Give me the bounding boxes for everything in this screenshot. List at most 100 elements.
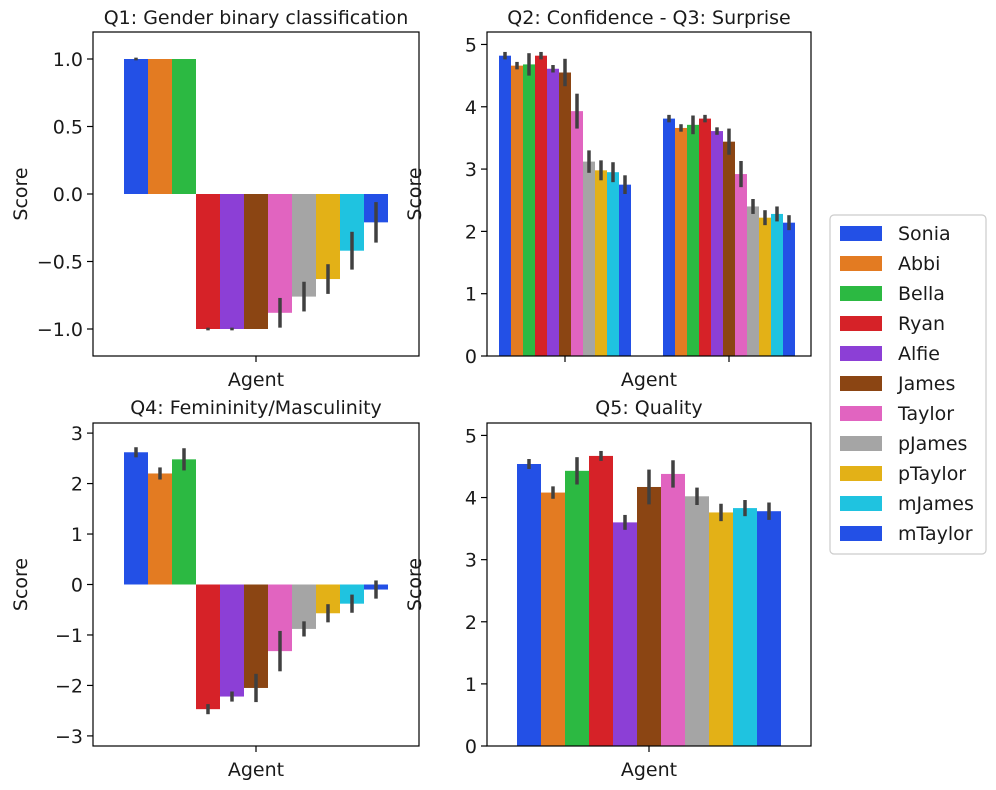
legend-swatch-james bbox=[840, 376, 882, 391]
legend-label-bella: Bella bbox=[898, 283, 945, 305]
bar-p4-g1-mjames bbox=[733, 508, 757, 746]
ytick-label-1-1: −0.5 bbox=[37, 252, 83, 274]
bar-p2-g1-alfie bbox=[547, 68, 559, 356]
ytick-label-2-1: 1 bbox=[465, 284, 477, 306]
ytick-label-3-5: 2 bbox=[71, 474, 83, 496]
panel-title-3: Q4: Femininity/Masculinity bbox=[130, 397, 382, 419]
bar-p4-g1-mtaylor bbox=[757, 511, 781, 746]
bar-p3-g1-ryan bbox=[196, 584, 220, 710]
bar-p4-g1-alfie bbox=[613, 522, 637, 746]
bar-p2-g2-james bbox=[723, 141, 735, 356]
yaxis-label-1: Score bbox=[10, 167, 32, 220]
ytick-label-2-5: 5 bbox=[465, 34, 477, 56]
ytick-label-3-0: −3 bbox=[55, 726, 83, 748]
ytick-label-3-1: −2 bbox=[55, 675, 83, 697]
bar-p4-g1-ptaylor bbox=[709, 512, 733, 746]
bar-p4-g1-bella bbox=[565, 470, 589, 746]
legend-swatch-ptaylor bbox=[840, 466, 882, 481]
ytick-label-1-3: 0.5 bbox=[53, 117, 83, 139]
xaxis-label-2: Agent bbox=[621, 369, 677, 391]
bar-p3-g1-bella bbox=[172, 459, 196, 585]
legend-label-mtaylor: mTaylor bbox=[898, 523, 973, 545]
legend-swatch-mtaylor bbox=[840, 526, 882, 541]
bar-p1-g1-taylor bbox=[268, 194, 292, 313]
ytick-label-4-2: 2 bbox=[465, 612, 477, 634]
bar-p2-g2-bella bbox=[687, 124, 699, 356]
bar-p2-g1-bella bbox=[523, 64, 535, 357]
bar-p2-g1-mtaylor bbox=[619, 184, 631, 356]
ytick-label-4-5: 5 bbox=[465, 425, 477, 447]
bar-p2-g1-ptaylor bbox=[595, 170, 607, 356]
bar-p2-g1-taylor bbox=[571, 111, 583, 356]
legend-label-alfie: Alfie bbox=[898, 343, 940, 365]
legend-swatch-taylor bbox=[840, 406, 882, 421]
bar-p3-g1-mjames bbox=[340, 584, 364, 604]
bar-p2-g2-taylor bbox=[735, 174, 747, 356]
bar-p2-g2-abbi bbox=[675, 127, 687, 356]
legend-swatch-mjames bbox=[840, 496, 882, 511]
yaxis-label-4: Score bbox=[404, 558, 426, 611]
ytick-label-2-3: 3 bbox=[465, 159, 477, 181]
ytick-label-3-2: −1 bbox=[55, 625, 83, 647]
yaxis-label-2: Score bbox=[404, 167, 426, 220]
bar-p4-g1-sonia bbox=[517, 463, 541, 746]
ytick-label-4-4: 4 bbox=[465, 488, 477, 510]
ytick-label-3-4: 1 bbox=[71, 524, 83, 546]
bar-p2-g2-sonia bbox=[663, 118, 675, 356]
legend-label-james: James bbox=[897, 373, 955, 395]
ytick-label-1-2: 0.0 bbox=[53, 184, 83, 206]
legend-label-ryan: Ryan bbox=[898, 313, 945, 335]
bar-p3-g1-sonia bbox=[124, 452, 148, 585]
bar-p2-g1-mjames bbox=[607, 172, 619, 356]
legend-label-sonia: Sonia bbox=[898, 223, 951, 245]
legend-swatch-sonia bbox=[840, 226, 882, 241]
ytick-label-4-0: 0 bbox=[465, 736, 477, 758]
bar-p2-g1-pjames bbox=[583, 161, 595, 356]
ytick-label-3-6: 3 bbox=[71, 423, 83, 445]
bar-p2-g2-mjames bbox=[771, 213, 783, 356]
legend-swatch-abbi bbox=[840, 256, 882, 271]
ytick-label-2-0: 0 bbox=[465, 346, 477, 368]
bar-p4-g1-taylor bbox=[661, 473, 685, 746]
bar-p3-g1-alfie bbox=[220, 584, 244, 697]
bar-p2-g1-abbi bbox=[511, 65, 523, 357]
ytick-label-3-3: 0 bbox=[71, 575, 83, 597]
bar-p3-g1-james bbox=[244, 584, 268, 688]
bar-p2-g2-mtaylor bbox=[783, 222, 795, 356]
panel-title-1: Q1: Gender binary classification bbox=[104, 7, 409, 29]
bar-p2-g2-ptaylor bbox=[759, 217, 771, 356]
legend-swatch-pjames bbox=[840, 436, 882, 451]
bar-p1-g1-james bbox=[244, 194, 268, 329]
bar-p4-g1-abbi bbox=[541, 492, 565, 746]
bar-p3-g1-abbi bbox=[148, 473, 172, 585]
legend-label-pjames: pJames bbox=[898, 433, 967, 455]
bar-p1-g1-alfie bbox=[220, 194, 244, 329]
bar-p2-g1-ryan bbox=[535, 55, 547, 357]
yaxis-label-3: Score bbox=[10, 558, 32, 611]
bar-p1-g1-ryan bbox=[196, 194, 220, 329]
legend-swatch-bella bbox=[840, 286, 882, 301]
legend-swatch-ryan bbox=[840, 316, 882, 331]
bar-p1-g1-sonia bbox=[124, 59, 148, 194]
bar-p4-g1-james bbox=[637, 486, 661, 746]
panel-title-4: Q5: Quality bbox=[595, 397, 702, 419]
bar-p1-g1-abbi bbox=[148, 59, 172, 194]
bar-p2-g1-james bbox=[559, 72, 571, 356]
legend-label-abbi: Abbi bbox=[898, 253, 940, 275]
bar-p1-g1-bella bbox=[172, 59, 196, 194]
bar-p4-g1-pjames bbox=[685, 496, 709, 746]
ytick-label-4-3: 3 bbox=[465, 550, 477, 572]
ytick-label-1-0: −1.0 bbox=[37, 319, 83, 341]
axes-frame-2 bbox=[486, 31, 812, 357]
ytick-label-1-4: 1.0 bbox=[53, 49, 83, 71]
xaxis-label-4: Agent bbox=[621, 759, 677, 781]
bar-p2-g2-pjames bbox=[747, 206, 759, 356]
bar-p2-g2-alfie bbox=[711, 131, 723, 356]
ytick-label-2-2: 2 bbox=[465, 221, 477, 243]
legend-label-mjames: mJames bbox=[898, 493, 974, 515]
legend-label-ptaylor: pTaylor bbox=[898, 463, 966, 485]
xaxis-label-1: Agent bbox=[228, 369, 284, 391]
bar-p4-g1-ryan bbox=[589, 455, 613, 746]
ytick-label-2-4: 4 bbox=[465, 97, 477, 119]
